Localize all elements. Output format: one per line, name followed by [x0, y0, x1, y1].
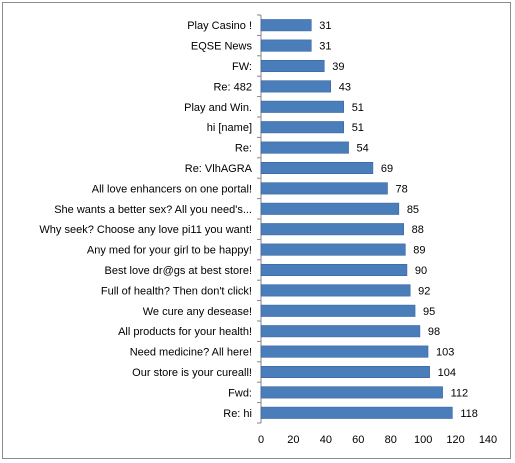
x-tick-label: 100 — [414, 434, 432, 446]
data-label: 78 — [395, 183, 407, 195]
category-label: FW: — [232, 61, 252, 73]
x-tick-label: 60 — [352, 434, 364, 446]
data-label: 31 — [319, 41, 331, 53]
category-label: Our store is your cureall! — [132, 367, 252, 379]
category-label: EQSE News — [191, 41, 253, 53]
category-label: She wants a better sex? All you need's..… — [54, 204, 252, 216]
bar — [260, 223, 404, 236]
data-label: 54 — [357, 143, 369, 155]
bar — [260, 406, 453, 419]
category-label: Re: — [235, 143, 252, 155]
category-label: Re: hi — [223, 408, 252, 420]
bar — [260, 243, 406, 256]
category-label: Re: VlhAGRA — [185, 163, 253, 175]
data-label: 31 — [319, 20, 331, 32]
category-label: Fwd: — [228, 387, 252, 399]
data-label: 51 — [352, 102, 364, 114]
bar — [260, 121, 344, 134]
category-label: All products for your health! — [118, 326, 252, 338]
bar — [260, 100, 344, 113]
bar — [260, 284, 411, 297]
y-axis-labels: Play Casino ! EQSE News FW: Re: 482 Play and… — [39, 20, 252, 420]
bar — [260, 263, 408, 277]
data-labels: 3131394351515469788588899092959810310411… — [319, 20, 478, 420]
data-label: 39 — [332, 61, 344, 73]
data-label: 103 — [436, 347, 454, 359]
category-label: Full of health? Then don't click! — [101, 285, 252, 297]
data-label: 104 — [438, 367, 456, 379]
bar — [260, 161, 374, 175]
chart-bars — [260, 19, 453, 419]
x-tick-label: 120 — [446, 434, 464, 446]
bar-chart: Play Casino ! EQSE News FW: Re: 482 Play and… — [39, 14, 497, 446]
x-tick-label: 40 — [320, 434, 332, 446]
data-label: 51 — [352, 122, 364, 134]
bar — [260, 345, 429, 358]
data-label: 88 — [412, 224, 424, 236]
category-label: Play Casino ! — [187, 20, 252, 32]
chart-axes — [257, 14, 262, 424]
x-tick-label: 0 — [258, 434, 264, 446]
x-axis-labels: 0 20 40 60 80 100 120 140 — [258, 434, 497, 446]
bar — [260, 325, 421, 338]
category-label: We cure any desease! — [143, 306, 252, 318]
data-label: 118 — [460, 408, 478, 420]
bar — [260, 80, 332, 93]
bar — [260, 59, 325, 73]
x-tick-label: 80 — [385, 434, 397, 446]
category-label: Best love dr@gs at best store! — [104, 265, 252, 277]
data-label: 98 — [428, 326, 440, 338]
category-label: Any med for your girl to be happy! — [87, 245, 252, 257]
category-label: Need medicine? All here! — [130, 347, 252, 359]
x-tick-label: 20 — [287, 434, 299, 446]
data-label: 95 — [423, 306, 435, 318]
data-label: 90 — [415, 265, 427, 277]
category-label: All love enhancers on one portal! — [92, 183, 252, 195]
chart-frame: Play Casino ! EQSE News FW: Re: 482 Play and… — [2, 2, 511, 459]
category-label: Re: 482 — [213, 81, 252, 93]
data-label: 85 — [407, 204, 419, 216]
data-label: 92 — [418, 285, 430, 297]
bar — [260, 182, 388, 195]
category-label: Why seek? Choose any love pi11 you want! — [39, 224, 252, 236]
bar — [260, 141, 349, 154]
data-label: 43 — [339, 81, 351, 93]
bar — [260, 365, 430, 379]
category-label: Play and Win. — [184, 102, 252, 114]
bar — [260, 202, 400, 215]
category-label: hi [name] — [207, 122, 252, 134]
x-tick-label: 140 — [479, 434, 497, 446]
bar — [260, 19, 312, 32]
data-label: 112 — [451, 387, 469, 399]
data-label: 69 — [381, 163, 393, 175]
bar — [260, 304, 416, 317]
bar — [260, 386, 443, 399]
data-label: 89 — [413, 245, 425, 257]
bar — [260, 39, 312, 52]
